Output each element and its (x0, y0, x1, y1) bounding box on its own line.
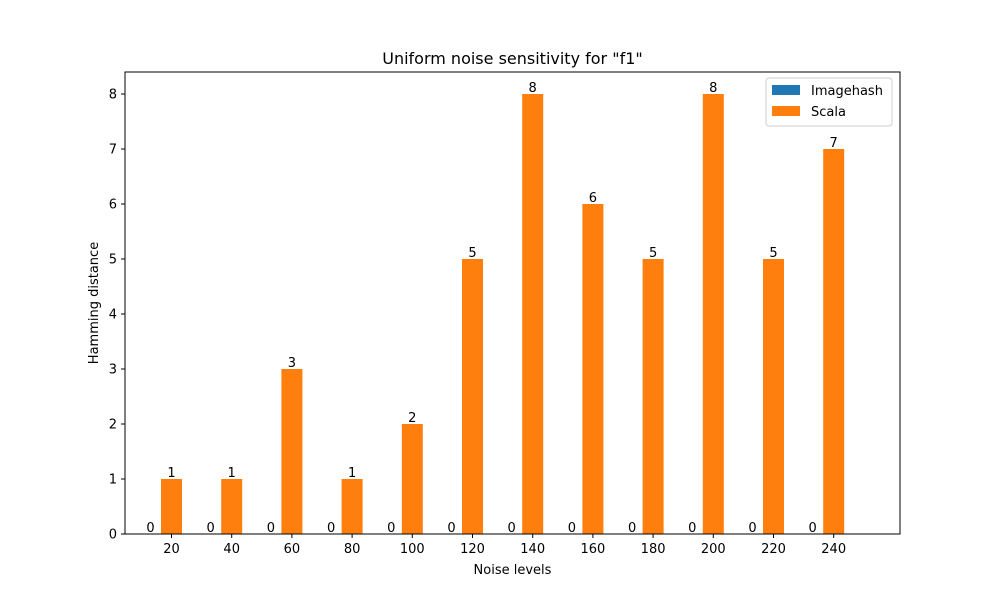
bar-label-scala-180: 5 (649, 246, 657, 261)
x-tick-label-60: 60 (284, 542, 301, 557)
plot-frame (124, 71, 901, 535)
x-tick-label-200: 200 (701, 542, 726, 557)
y-axis: 0 1 2 3 4 5 6 7 8 (109, 88, 125, 543)
bar-scala-220 (763, 259, 784, 534)
chart-title: Uniform noise sensitivity for "f1" (382, 49, 643, 68)
legend: Imagehash Scala (765, 77, 893, 127)
x-tick-label-80: 80 (344, 542, 361, 557)
bar-label-imagehash-200: 0 (688, 521, 696, 536)
bar-scala-20 (161, 479, 182, 534)
legend-swatch-imagehash (772, 85, 800, 95)
x-tick-label-120: 120 (460, 542, 485, 557)
bar-label-scala-240: 7 (830, 136, 838, 151)
y-tick-label-6: 6 (109, 198, 117, 213)
bar-label-scala-140: 8 (529, 81, 537, 96)
bar-scala-80 (341, 479, 363, 534)
y-tick-label-8: 8 (109, 88, 117, 103)
x-tick-label-100: 100 (400, 542, 425, 557)
x-tick-label-220: 220 (761, 542, 786, 557)
legend-label-scala: Scala (811, 105, 846, 120)
bar-label-imagehash-160: 0 (568, 521, 576, 536)
bar-scala-140 (522, 94, 544, 534)
bar-label-imagehash-60: 0 (267, 521, 275, 536)
legend-label-imagehash: Imagehash (811, 84, 883, 99)
bar-label-scala-60: 3 (288, 356, 296, 371)
y-tick-label-7: 7 (109, 143, 117, 158)
x-tick-label-140: 140 (520, 542, 545, 557)
bar-label-imagehash-180: 0 (628, 521, 636, 536)
x-axis-label: Noise levels (474, 563, 552, 578)
bar-label-scala-20: 1 (167, 466, 175, 481)
bar-label-scala-220: 5 (769, 246, 777, 261)
bar-label-imagehash-80: 0 (327, 521, 335, 536)
x-tick-label-240: 240 (821, 542, 846, 557)
bar-scala-100 (401, 424, 423, 534)
bar-label-imagehash-220: 0 (748, 521, 756, 536)
bar-labels-layer: 0 1 0 1 0 3 0 1 0 2 0 5 0 8 0 6 0 5 0 8 0 5 0 7 (146, 81, 837, 536)
bar-label-scala-160: 6 (589, 191, 597, 206)
bar-label-imagehash-40: 0 (207, 521, 215, 536)
bar-label-scala-200: 8 (709, 81, 717, 96)
y-tick-label-3: 3 (109, 363, 117, 378)
x-tick-label-20: 20 (163, 542, 180, 557)
y-tick-label-5: 5 (109, 253, 117, 268)
y-axis-label: Hamming distance (87, 242, 102, 364)
x-tick-label-40: 40 (223, 542, 240, 557)
bar-scala-60 (281, 369, 303, 534)
bar-scala-160 (582, 204, 604, 534)
y-tick-label-0: 0 (109, 528, 117, 543)
bar-scala-240 (823, 149, 845, 534)
bar-scala-200 (702, 94, 724, 534)
bar-label-scala-100: 2 (408, 411, 416, 426)
y-tick-label-4: 4 (109, 308, 117, 323)
legend-swatch-scala (772, 106, 800, 116)
bar-label-imagehash-140: 0 (508, 521, 516, 536)
bar-scala-180 (642, 259, 664, 534)
x-tick-label-180: 180 (641, 542, 666, 557)
bar-label-scala-40: 1 (228, 466, 236, 481)
y-tick-label-1: 1 (109, 473, 117, 488)
bar-label-scala-120: 5 (468, 246, 476, 261)
bar-scala-40 (221, 479, 243, 534)
bar-scala-120 (462, 259, 483, 534)
bar-label-imagehash-240: 0 (809, 521, 817, 536)
bar-label-imagehash-100: 0 (387, 521, 395, 536)
x-axis: 20 40 60 80 100 120 140 160 180 200 220 240 (163, 534, 846, 557)
bars-layer (161, 94, 845, 534)
x-tick-label-160: 160 (580, 542, 605, 557)
bar-label-imagehash-20: 0 (146, 521, 154, 536)
y-tick-label-2: 2 (109, 418, 117, 433)
bar-label-scala-80: 1 (348, 466, 356, 481)
bar-label-imagehash-120: 0 (447, 521, 455, 536)
